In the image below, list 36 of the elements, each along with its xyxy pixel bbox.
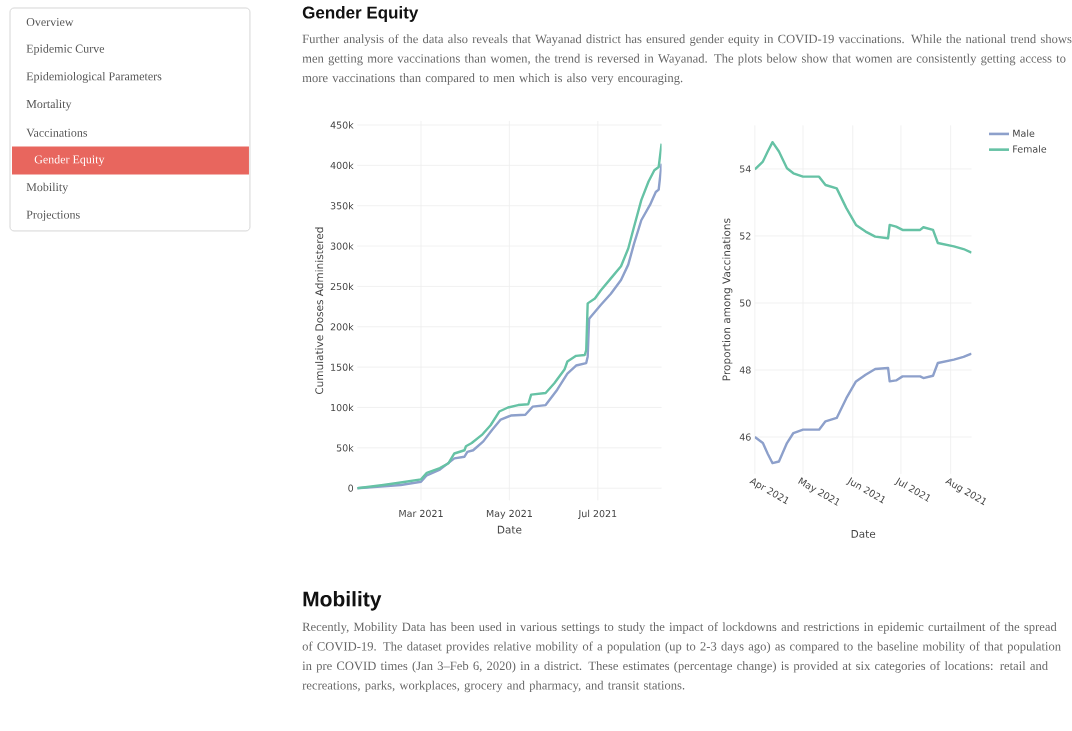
- y-tick-label: 250k: [330, 282, 354, 291]
- text: Vaccinations: [26, 128, 88, 137]
- legend-label: Female: [1013, 145, 1047, 153]
- text: Gender Equity: [34, 155, 105, 166]
- y-tick-label: 48: [739, 366, 751, 374]
- y-tick-label: 450k: [330, 121, 354, 129]
- y-tick-label: 54: [739, 165, 751, 173]
- chart-title: Gender Equity: [302, 6, 419, 22]
- y-tick-label: 300k: [330, 242, 354, 250]
- y-axis-title: Cumulative Doses Administered: [315, 227, 324, 395]
- y-tick-label: 0: [348, 484, 354, 492]
- text: Epidemic Curve: [26, 44, 105, 56]
- text: Mobility: [26, 182, 69, 194]
- text: Recently, Mobility Data has been used in various settings to study the impact of lockdowns and restrictions in epidemic curtailment of the spread of COVID-19. The dataset provides relative mobility of a population (up to 2-3 days ago) as compared to the baseline mobility of that population in pre COVID times (Jan 3–Feb 6, 2020) in a district. These estimates (percentage change) is provided at six categories of locations: retail and recreations, parks, workplaces, grocery and pharmacy, and transit stations.: [302, 622, 1061, 693]
- y-tick-label: 150k: [331, 363, 354, 371]
- y-tick-label: 350k: [330, 202, 354, 210]
- legend-label: Male: [1013, 129, 1035, 137]
- y-tick-label: 52: [739, 232, 751, 240]
- y-tick-label: 50: [739, 299, 751, 307]
- x-axis-title: Date: [497, 525, 522, 534]
- text: Epidemiological Parameters: [26, 71, 162, 83]
- text: Overview: [26, 18, 74, 27]
- text: Projections: [26, 210, 80, 222]
- y-tick-label: 50k: [336, 444, 354, 452]
- x-tick-label: Jul 2021: [578, 509, 617, 520]
- text: Mortality: [26, 99, 72, 111]
- y-tick-label: 400k: [330, 161, 354, 170]
- y-tick-label: 100k: [331, 403, 354, 412]
- x-tick-label: May 2021: [486, 509, 532, 519]
- text: Mobility: [303, 591, 382, 611]
- text: Further analysis of the data also reveals that Wayanad district has ensured gender equity in COVID-19 vaccinations. While the national trend shows men getting more vaccinations than women, the trend is reversed in Wayanad. The plots below show that women are consistently getting access to more vaccinations than compared to men which is also very encouraging.: [302, 34, 1072, 85]
- x-axis-title: Date: [851, 530, 876, 538]
- y-tick-label: 46: [739, 433, 751, 441]
- y-axis-title: Proportion among Vaccinations: [722, 218, 733, 381]
- y-tick-label: 200k: [330, 323, 354, 331]
- x-tick-label: Mar 2021: [399, 509, 443, 518]
